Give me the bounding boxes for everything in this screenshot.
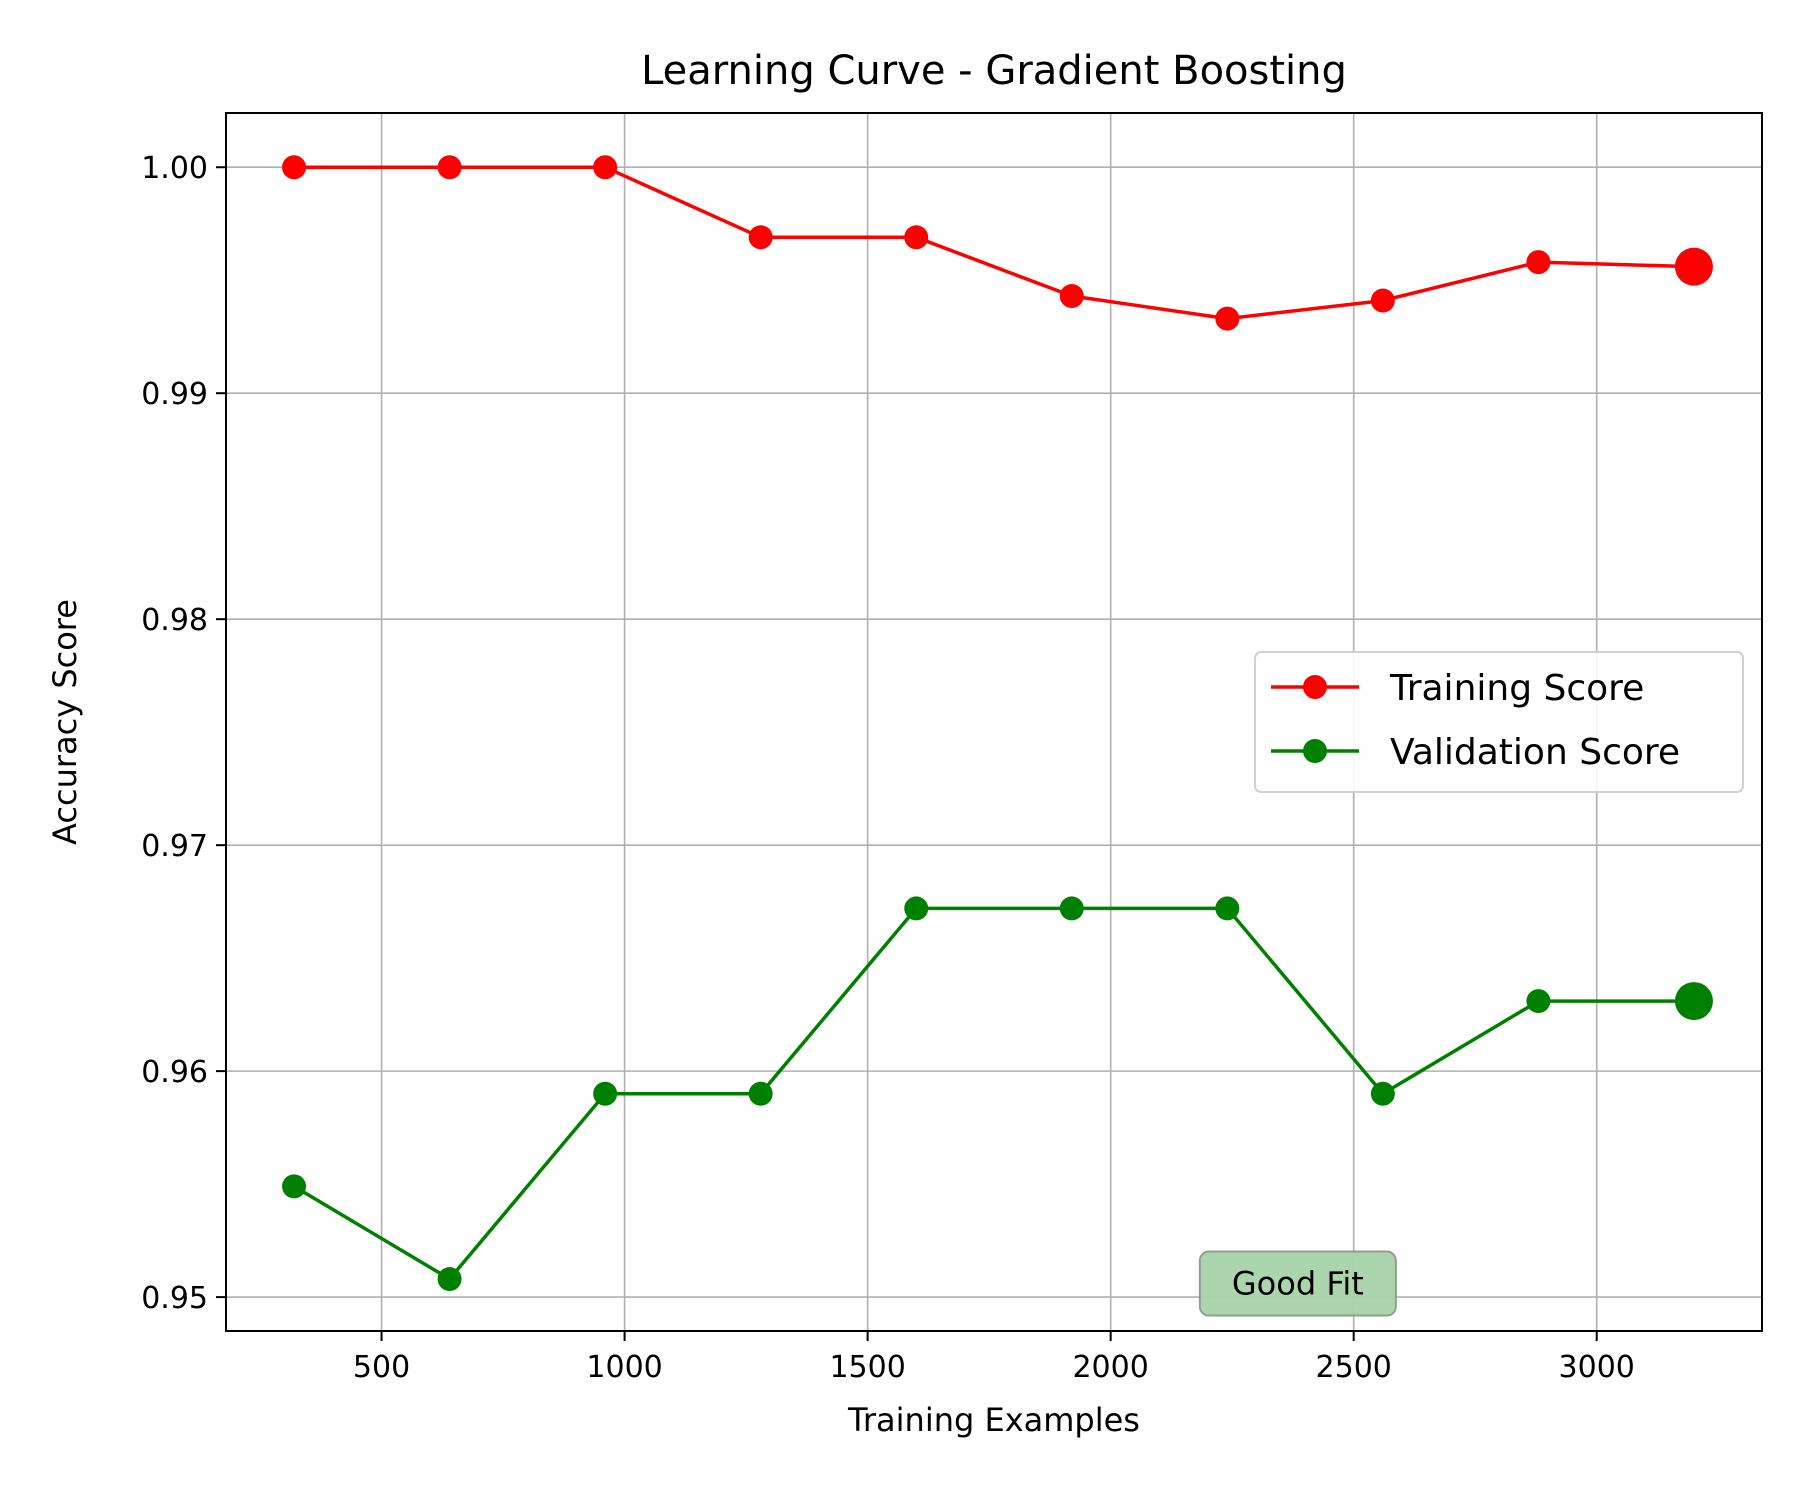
annotations: Good Fit (1198, 1250, 1397, 1317)
grid (226, 113, 1762, 1331)
data-point (1526, 250, 1551, 275)
data-point (282, 1174, 307, 1199)
y-tick-label: 1.00 (141, 151, 208, 186)
data-point (1370, 1081, 1395, 1106)
chart-title: Learning Curve - Gradient Boosting (641, 48, 1347, 94)
x-tick-label: 500 (353, 1350, 410, 1385)
highlight-point (1674, 247, 1713, 286)
data-point (904, 225, 929, 250)
legend-label: Validation Score (1390, 732, 1680, 773)
x-tick-label: 1500 (829, 1350, 905, 1385)
data-point (748, 1081, 773, 1106)
annotation-box (1198, 1250, 1397, 1317)
y-tick-label: 0.97 (141, 829, 208, 864)
series-training (282, 155, 1713, 331)
x-tick-label: 2500 (1316, 1350, 1392, 1385)
data-point (748, 225, 773, 250)
data-point (282, 155, 307, 180)
series-layer (282, 155, 1713, 1292)
data-point (1215, 306, 1240, 331)
annotation-text: Good Fit (1232, 1265, 1364, 1303)
series-validation (282, 896, 1713, 1292)
x-axis-label: Training Examples (847, 1401, 1140, 1439)
y-tick-label: 0.98 (141, 603, 208, 638)
data-point (1526, 989, 1551, 1014)
legend-label: Training Score (1389, 668, 1644, 709)
data-point (1059, 284, 1084, 309)
legend-entry: Validation Score (1271, 732, 1680, 773)
x-tick-label: 2000 (1072, 1350, 1148, 1385)
data-point (1059, 896, 1084, 921)
legend-entry: Training Score (1271, 668, 1644, 709)
y-axis-label: Accuracy Score (46, 599, 84, 845)
x-tick-label: 1000 (586, 1350, 662, 1385)
highlight-point (1674, 982, 1713, 1021)
y-tick-label: 0.96 (141, 1055, 208, 1090)
data-point (437, 155, 462, 180)
ticks: 500 1000 1500 2000 2500 3000 0.95 0.96 0.97 0.98 0… (141, 151, 1635, 1385)
series-line (294, 165, 1694, 321)
plot-frame (225, 112, 1763, 1332)
data-point (593, 1081, 618, 1106)
data-point (1370, 288, 1395, 313)
legend-marker (1303, 739, 1327, 763)
annotation-good-fit: Good Fit (1198, 1250, 1397, 1317)
legend: Training Score Validation Score (1254, 651, 1744, 793)
data-point (593, 155, 618, 180)
data-point (904, 896, 929, 921)
data-point (1215, 896, 1240, 921)
x-tick-label: 3000 (1559, 1350, 1635, 1385)
y-tick-label: 0.99 (141, 377, 208, 412)
legend-box (1254, 651, 1744, 793)
series-line (293, 906, 1694, 1281)
legend-marker (1303, 675, 1327, 699)
data-point (437, 1267, 462, 1292)
y-tick-label: 0.95 (141, 1281, 208, 1316)
